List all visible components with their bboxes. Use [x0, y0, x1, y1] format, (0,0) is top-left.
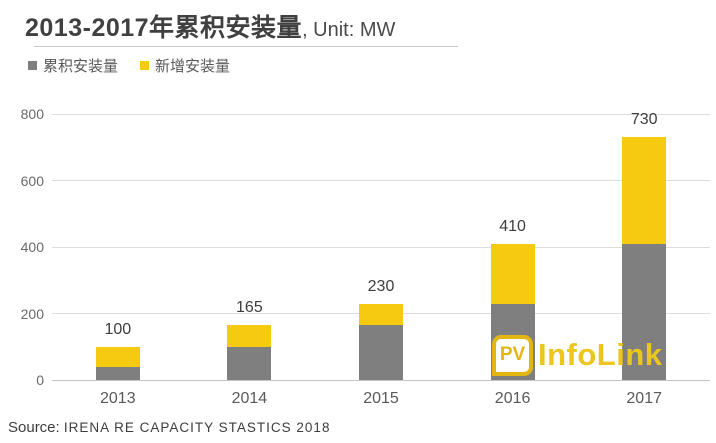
legend-item-new: 新增安装量	[140, 55, 230, 76]
x-axis-label-2017: 2017	[626, 390, 662, 407]
gridline-0	[52, 379, 710, 381]
bar-total-label-2014: 165	[236, 299, 263, 317]
x-axis-label-2013: 2013	[100, 390, 136, 407]
bar-2013-new	[95, 346, 140, 367]
legend-label-new: 新增安装量	[155, 58, 231, 75]
legend-label-cumulative: 累积安装量	[43, 58, 119, 75]
bar-total-label-2016: 410	[499, 217, 526, 235]
pv-logo-badge-text: PV	[499, 344, 526, 365]
y-axis-label-800: 800	[20, 106, 44, 122]
pv-infolink-logo: PV InfoLink	[492, 332, 663, 378]
source-text: IRENA RE CAPACITY STASTICS 2018	[63, 420, 331, 435]
bar-total-label-2013: 100	[104, 320, 132, 338]
gridline-800	[52, 113, 710, 115]
title-main: 2013-2017年累积安装量	[25, 14, 303, 42]
bar-2016-new	[490, 243, 535, 304]
bar-2015-new	[359, 303, 403, 326]
source-prefix: Source:	[8, 419, 64, 436]
x-axis-label-2014: 2014	[231, 390, 268, 407]
bar-2017-cumulative	[622, 243, 667, 380]
y-axis-label-600: 600	[20, 172, 44, 189]
title-underline	[34, 46, 458, 47]
bar-total-label-2015: 230	[367, 277, 395, 295]
title-unit: , Unit: MW	[302, 19, 396, 41]
legend-swatch-new-icon	[140, 61, 150, 70]
gridline-400	[52, 246, 710, 248]
y-axis-label-0: 0	[36, 372, 44, 388]
infolink-logo-text: InfoLink	[538, 337, 663, 372]
x-axis-label-2016: 2016	[494, 390, 531, 407]
bar-total-label-2017: 730	[630, 111, 658, 129]
legend-swatch-cumulative-icon	[28, 61, 37, 70]
legend-item-cumulative: 累积安装量	[28, 55, 118, 76]
bar-2017-new	[622, 137, 667, 244]
y-axis-label-400: 400	[20, 239, 44, 255]
pv-logo-icon: PV	[492, 334, 533, 376]
y-axis-label-200: 200	[20, 305, 44, 322]
page-title: 2013-2017年累积安装量, Unit: MW	[25, 8, 395, 44]
bar-2014-cumulative	[227, 346, 272, 380]
legend: 累积安装量 新增安装量	[28, 55, 230, 76]
bar-2014-new	[227, 325, 272, 347]
bar-2013-cumulative	[95, 366, 140, 380]
gridline-600	[52, 180, 710, 181]
source-note: Source: IRENA RE CAPACITY STASTICS 2018	[8, 419, 330, 437]
bar-2015-cumulative	[359, 325, 403, 380]
x-axis-label-2015: 2015	[363, 390, 399, 407]
